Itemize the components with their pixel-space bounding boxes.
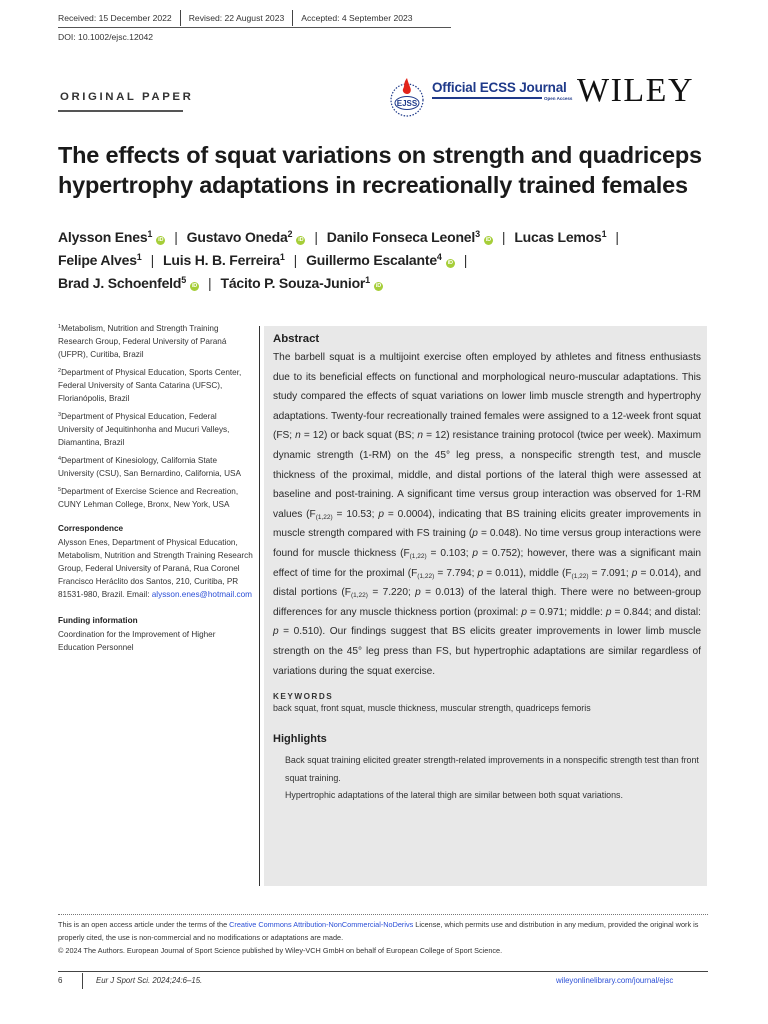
funding-text: Coordination for the Improvement of High… [58,630,216,652]
article-title: The effects of squat variations on stren… [58,142,702,198]
section-label: ORIGINAL PAPER [60,91,194,103]
accepted-date: Accepted: 4 September 2023 [301,13,413,23]
doi[interactable]: DOI: 10.1002/ejsc.12042 [58,32,154,42]
affiliation: 3Department of Physical Education, Feder… [58,412,230,447]
footer-rule [58,971,708,972]
author[interactable]: Lucas Lemos1 [514,229,607,245]
highlights-heading: Highlights [273,733,327,746]
divider [82,973,83,989]
column-divider [259,326,260,886]
highlight-item: Hypertrophic adaptations of the lateral … [285,790,623,801]
license-link[interactable]: Creative Commons Attribution-NonCommerci… [229,920,414,929]
copyright: © 2024 The Authors. European Journal of … [58,946,503,955]
article-dates: Received: 15 December 2022 Revised: 22 A… [58,10,413,26]
orcid-icon[interactable]: iD [190,282,200,291]
page-number: 6 [58,976,63,985]
keywords-heading: KEYWORDS [273,692,334,702]
open-access-label: Open Access [544,96,573,101]
abstract-box: Abstract The barbell squat is a multijoi… [264,326,707,886]
affiliation: 4Department of Kinesiology, California S… [58,456,241,478]
journal-citation: Eur J Sport Sci. 2024;24:6–15. [96,976,203,985]
affiliation: 2Department of Physical Education, Sport… [58,368,242,403]
header-rule [58,27,451,28]
orcid-icon[interactable]: iD [373,282,383,291]
orcid-icon[interactable]: iD [156,236,166,245]
received-date: Received: 15 December 2022 [58,13,172,23]
author[interactable]: Alysson Enes1 [58,229,153,245]
highlights-list: Back squat training elicited greater str… [285,752,701,805]
affiliation: 5Department of Exercise Science and Recr… [58,487,239,509]
license-notice: This is an open access article under the… [58,920,699,955]
revised-date: Revised: 22 August 2023 [188,13,285,23]
author[interactable]: Luis H. B. Ferreira1 [163,252,285,268]
divider [292,10,294,26]
author[interactable]: Gustavo Oneda2 [186,229,293,245]
author[interactable]: Danilo Fonseca Leonel3 [326,229,480,245]
abstract-heading: Abstract [273,333,320,345]
keywords-text: back squat, front squat, muscle thicknes… [273,703,591,714]
orcid-icon[interactable]: iD [445,259,455,268]
footer-dotted-rule [58,914,708,915]
ejss-logo-icon: EJSS [390,78,424,117]
author[interactable]: Guillermo Escalante4 [306,252,442,268]
journal-url-link[interactable]: wileyonlinelibrary.com/journal/ejsc [556,976,674,985]
correspondence-heading: Correspondence [58,524,124,533]
author[interactable]: Tácito P. Souza-Junior1 [220,275,370,291]
section-rule [58,110,183,112]
affiliation: 1Metabolism, Nutrition and Strength Trai… [58,324,227,359]
author[interactable]: Brad J. Schoenfeld5 [58,275,187,291]
divider [179,10,181,26]
brand-rule [432,97,542,99]
publisher-logo: WILEY [577,72,695,109]
author[interactable]: Felipe Alves1 [58,252,142,268]
orcid-icon[interactable]: iD [483,236,493,245]
affiliations-column: 1Metabolism, Nutrition and Strength Trai… [58,322,254,654]
funding-heading: Funding information [58,616,138,625]
svg-text:EJSS: EJSS [397,99,418,108]
abstract-text: The barbell squat is a multijoint exerci… [273,352,702,677]
correspondence-text: Alysson Enes, Department of Physical Edu… [58,538,253,599]
journal-brand: Official ECSS Journal [432,80,567,95]
highlight-item: Back squat training elicited greater str… [285,755,699,783]
email-link[interactable]: alysson.enes@hotmail.com [151,590,252,599]
author-list: Alysson Enes1iD | Gustavo Oneda2iD | Danilo … [58,229,619,291]
orcid-icon[interactable]: iD [296,236,306,245]
